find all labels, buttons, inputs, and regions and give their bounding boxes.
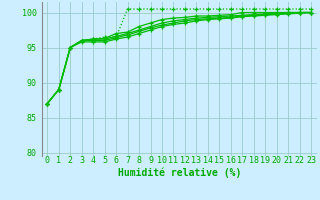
X-axis label: Humidité relative (%): Humidité relative (%) xyxy=(117,168,241,178)
